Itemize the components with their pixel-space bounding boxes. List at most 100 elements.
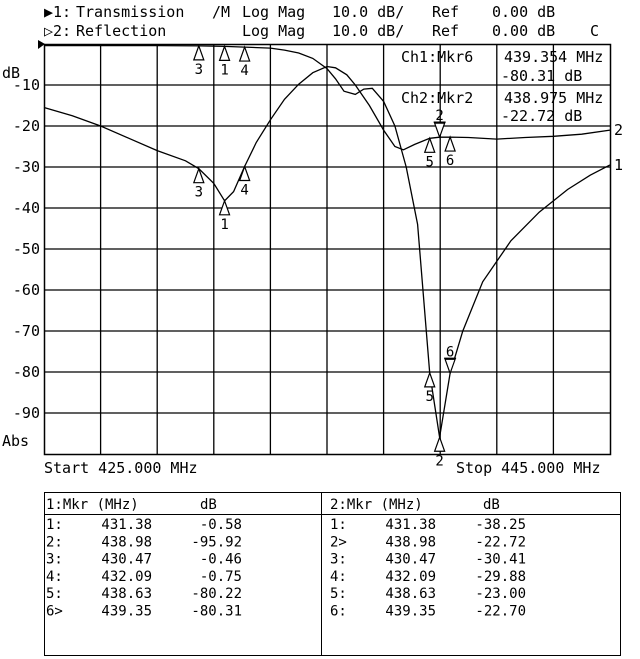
trace-1	[44, 44, 611, 438]
marker-down-triangle-icon	[444, 357, 457, 376]
active-marker-readout-2: Ch2:Mkr2 438.975 MHz -22.72 dB	[401, 89, 603, 125]
y-tick-label: -20	[13, 117, 40, 135]
marker-up-triangle-icon	[218, 44, 231, 61]
marker-db: -29.88	[475, 569, 526, 585]
ch2-marker-3[interactable]: 3	[192, 166, 205, 201]
marker-frequency: 439.35	[101, 604, 152, 620]
ch1-marker-2[interactable]: 2	[433, 435, 446, 469]
ch2-table-header-mkr: 2:Mkr (MHz)	[330, 497, 423, 513]
readout-2-freq: 438.975 MHz	[504, 89, 603, 107]
trace-end-labels: 12	[614, 121, 623, 174]
y-tick-label: -60	[13, 281, 40, 299]
marker-number: 6	[446, 153, 454, 169]
ch2-name: Reflection	[76, 22, 166, 40]
marker-frequency: 438.98	[385, 534, 436, 550]
plot-grid	[43, 43, 612, 456]
marker-tables: 1:Mkr (MHz) dB 1: 431.38 -0.58 2: 438.98 -95.…	[46, 497, 526, 620]
ch2-indicator: ▷2:	[44, 22, 71, 40]
ch1-marker-1[interactable]: 1	[218, 44, 231, 78]
marker-db: -23.00	[475, 586, 526, 602]
traces	[43, 44, 611, 438]
y-tick-label: -50	[13, 240, 40, 258]
marker-id: 1:	[330, 517, 347, 533]
marker-id: 1:	[46, 517, 63, 533]
marker-up-triangle-icon	[218, 199, 231, 216]
ch1-marker-4[interactable]: 4	[238, 45, 251, 79]
ch2-marker-1[interactable]: 1	[218, 199, 231, 233]
marker-table-row: 2: 438.98 -95.92	[46, 534, 242, 550]
ch2-extra: C	[590, 22, 599, 40]
ch1-marker-3[interactable]: 3	[192, 44, 205, 78]
ch1-table-header-mkr: 1:Mkr (MHz)	[46, 497, 139, 513]
marker-db: -95.92	[191, 534, 242, 550]
marker-db: -80.31	[191, 604, 242, 620]
y-bottom-label: Abs	[2, 432, 29, 450]
marker-id: 2>	[330, 534, 347, 550]
ch1-marker-6[interactable]: 6	[444, 344, 457, 376]
marker-db: -0.75	[200, 569, 242, 585]
ch2-marker-5[interactable]: 5	[423, 136, 436, 170]
marker-frequency: 432.09	[101, 569, 152, 585]
marker-up-triangle-icon	[433, 435, 446, 452]
marker-id: 3:	[330, 552, 347, 568]
ch2-marker-2[interactable]: 2	[433, 108, 446, 139]
marker-number: 2	[435, 108, 443, 124]
ch2-scale: 10.0 dB/	[332, 22, 404, 40]
start-frequency: Start 425.000 MHz	[44, 459, 198, 477]
marker-db: -0.46	[200, 552, 242, 568]
marker-db: -80.22	[191, 586, 242, 602]
marker-db: -30.41	[475, 552, 526, 568]
ch1-scale: 10.0 dB/	[332, 3, 404, 21]
marker-frequency: 439.35	[385, 604, 436, 620]
marker-table-row: 4: 432.09 -0.75	[46, 569, 242, 585]
marker-number: 4	[240, 63, 248, 79]
marker-id: 4:	[46, 569, 63, 585]
ch1-table-header-db: dB	[200, 497, 217, 513]
y-tick-label: -70	[13, 322, 40, 340]
ch1-ref-value: 0.00 dB	[492, 3, 555, 21]
y-tick-label: -80	[13, 363, 40, 381]
marker-table-row: 6: 439.35 -22.70	[330, 604, 526, 620]
readout-1-freq: 439.354 MHz	[504, 48, 603, 66]
ch2-marker-4[interactable]: 4	[238, 164, 251, 199]
marker-db: -22.72	[475, 534, 526, 550]
marker-id: 6:	[330, 604, 347, 620]
ch2-ref-value: 0.00 dB	[492, 22, 555, 40]
trace-2-end-label: 2	[614, 121, 623, 139]
y-unit-label: dB	[2, 64, 20, 82]
marker-number: 6	[446, 344, 454, 360]
trace-2	[43, 65, 611, 202]
marker-db: -38.25	[475, 517, 526, 533]
ch2-format: Log Mag	[242, 22, 305, 40]
ch2-marker-6[interactable]: 6	[444, 135, 456, 169]
ch1-flag: /M	[212, 3, 230, 21]
readout-1-value: -80.31 dB	[501, 67, 582, 85]
marker-id: 6>	[46, 604, 63, 620]
marker-id: 5:	[46, 586, 63, 602]
marker-frequency: 432.09	[385, 569, 436, 585]
channel-1-header: ▶1: Transmission /M Log Mag 10.0 dB/ Ref…	[44, 3, 555, 21]
marker-table-frame	[44, 492, 621, 656]
ch2-ref-label: Ref	[432, 22, 459, 40]
marker-frequency: 438.98	[101, 534, 152, 550]
marker-table-row: 5: 438.63 -23.00	[330, 586, 526, 602]
y-tick-label: -40	[13, 199, 40, 217]
y-tick-labels: -10 -20 -30 -40 -50 -60 -70 -80 -90	[13, 76, 40, 422]
marker-number: 4	[240, 183, 248, 199]
marker-number: 1	[220, 62, 228, 78]
marker-frequency: 431.38	[385, 517, 436, 533]
marker-id: 5:	[330, 586, 347, 602]
marker-number: 1	[220, 217, 228, 233]
ch1-name: Transmission	[76, 3, 184, 21]
active-marker-readout-1: Ch1:Mkr6 439.354 MHz -80.31 dB	[401, 48, 603, 85]
marker-frequency: 430.47	[385, 552, 436, 568]
ch1-marker-table: 1:Mkr (MHz) dB 1: 431.38 -0.58 2: 438.98 -95.…	[46, 497, 242, 620]
marker-table-row: 5: 438.63 -80.22	[46, 586, 242, 602]
marker-frequency: 431.38	[101, 517, 152, 533]
marker-up-triangle-icon	[238, 45, 251, 62]
ch1-marker-5[interactable]: 5	[423, 371, 436, 405]
marker-id: 4:	[330, 569, 347, 585]
marker-down-triangle-icon	[433, 121, 446, 139]
marker-up-triangle-icon	[423, 371, 436, 388]
